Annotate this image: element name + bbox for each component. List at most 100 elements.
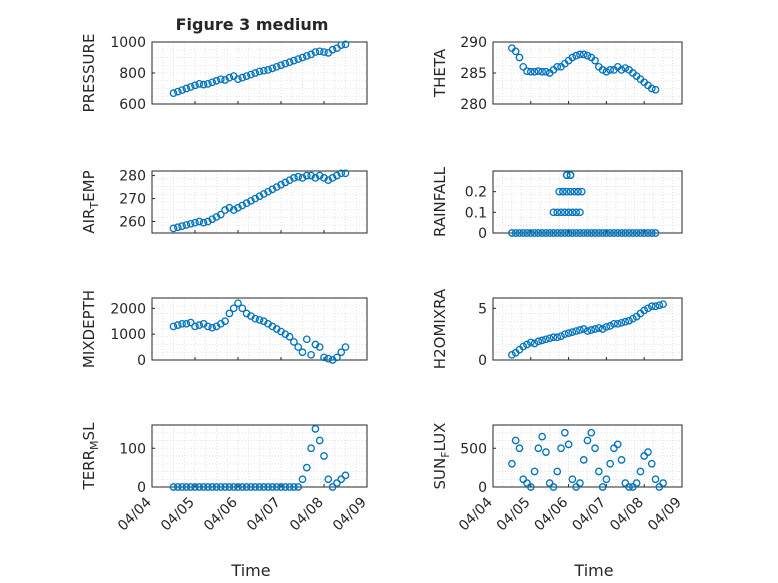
y-tick-label: 0: [478, 480, 487, 496]
x-axis-label-left: Time: [230, 561, 270, 580]
data-point: [577, 187, 586, 196]
data-point: [606, 459, 615, 468]
data-point: [264, 187, 272, 196]
data-point: [587, 326, 596, 334]
data-point: [598, 66, 607, 74]
subplot-2: 280 285 290 THETA: [431, 35, 683, 113]
data-point: [324, 475, 333, 484]
data-point: [337, 475, 346, 484]
data-point: [534, 337, 543, 346]
data-point: [298, 174, 307, 182]
data-point: [268, 64, 277, 73]
data-point: [255, 483, 264, 491]
data-point: [559, 187, 567, 196]
data-point: [324, 176, 333, 185]
data-point: [640, 306, 649, 315]
data-point: [178, 483, 186, 491]
y-tick-label: 0.1: [465, 205, 487, 221]
data-point: [576, 326, 584, 334]
data-point: [534, 67, 543, 75]
data-point: [298, 475, 307, 484]
data-point: [315, 171, 324, 180]
y-tick-label: 0: [478, 226, 487, 242]
y-tick-label: 0: [137, 480, 146, 496]
y-axis-label: TERRMSL: [80, 422, 101, 491]
data-point: [613, 319, 622, 328]
data-point: [508, 229, 516, 237]
data-point: [523, 340, 531, 349]
data-point: [311, 174, 320, 182]
data-point: [173, 483, 182, 491]
data-point: [519, 342, 528, 351]
data-point: [564, 329, 573, 337]
axes-box: [151, 424, 368, 488]
data-point: [553, 208, 562, 217]
data-point: [259, 483, 268, 491]
y-tick-label: 1000: [110, 35, 146, 51]
data-point: [277, 180, 285, 189]
y-tick-label: 270: [119, 192, 146, 208]
data-point: [290, 338, 298, 346]
data-point: [629, 314, 637, 323]
data-point: [511, 47, 520, 56]
data-point: [268, 483, 277, 491]
data-point: [242, 199, 251, 207]
data-point: [613, 440, 622, 449]
data-point: [526, 483, 535, 491]
y-tick-label: 280: [119, 169, 146, 185]
data-point: [208, 215, 217, 224]
data-point: [598, 325, 607, 333]
data-point: [169, 224, 178, 233]
data-point: [294, 483, 303, 491]
data-point: [169, 483, 178, 491]
data-point: [272, 183, 281, 191]
data-point: [186, 483, 195, 491]
data-point: [225, 203, 234, 212]
data-point: [255, 192, 264, 201]
data-point: [591, 444, 599, 453]
data-point: [204, 80, 212, 88]
data-point: [576, 50, 584, 59]
y-axis-label: PRESSURE: [80, 34, 98, 113]
data-point: [272, 62, 281, 71]
data-point: [644, 304, 652, 313]
data-point: [632, 479, 641, 487]
data-point: [542, 67, 550, 76]
data-point: [341, 471, 350, 480]
data-point: [221, 206, 229, 214]
data-point: [238, 73, 247, 82]
data-point: [191, 218, 199, 227]
data-point: [617, 229, 626, 237]
data-point: [221, 317, 229, 326]
data-point: [632, 229, 641, 237]
data-point: [570, 187, 579, 196]
data-point: [606, 322, 615, 330]
data-point: [285, 58, 294, 67]
data-point: [523, 67, 531, 75]
data-point: [617, 66, 626, 74]
data-point: [549, 333, 558, 342]
data-point: [587, 428, 596, 437]
data-point: [553, 333, 562, 342]
data-point: [594, 324, 603, 332]
x-axis-label-right: Time: [573, 561, 613, 580]
data-point: [572, 229, 581, 237]
data-point: [602, 67, 611, 76]
data-point: [208, 78, 217, 87]
data-point: [204, 217, 212, 226]
x-tick-label: 04/04: [456, 494, 496, 534]
data-point: [247, 483, 255, 491]
data-point: [259, 66, 268, 75]
data-point: [216, 210, 225, 219]
data-point: [290, 483, 298, 491]
data-point: [534, 229, 543, 237]
data-point: [557, 229, 565, 237]
data-point: [341, 343, 350, 351]
data-point: [526, 338, 535, 347]
y-tick-label: 500: [460, 441, 487, 457]
data-point: [511, 229, 520, 237]
data-point: [315, 343, 324, 351]
data-point: [542, 448, 550, 456]
data-point: [251, 69, 260, 77]
figure-title: Figure 3 medium: [176, 15, 329, 34]
